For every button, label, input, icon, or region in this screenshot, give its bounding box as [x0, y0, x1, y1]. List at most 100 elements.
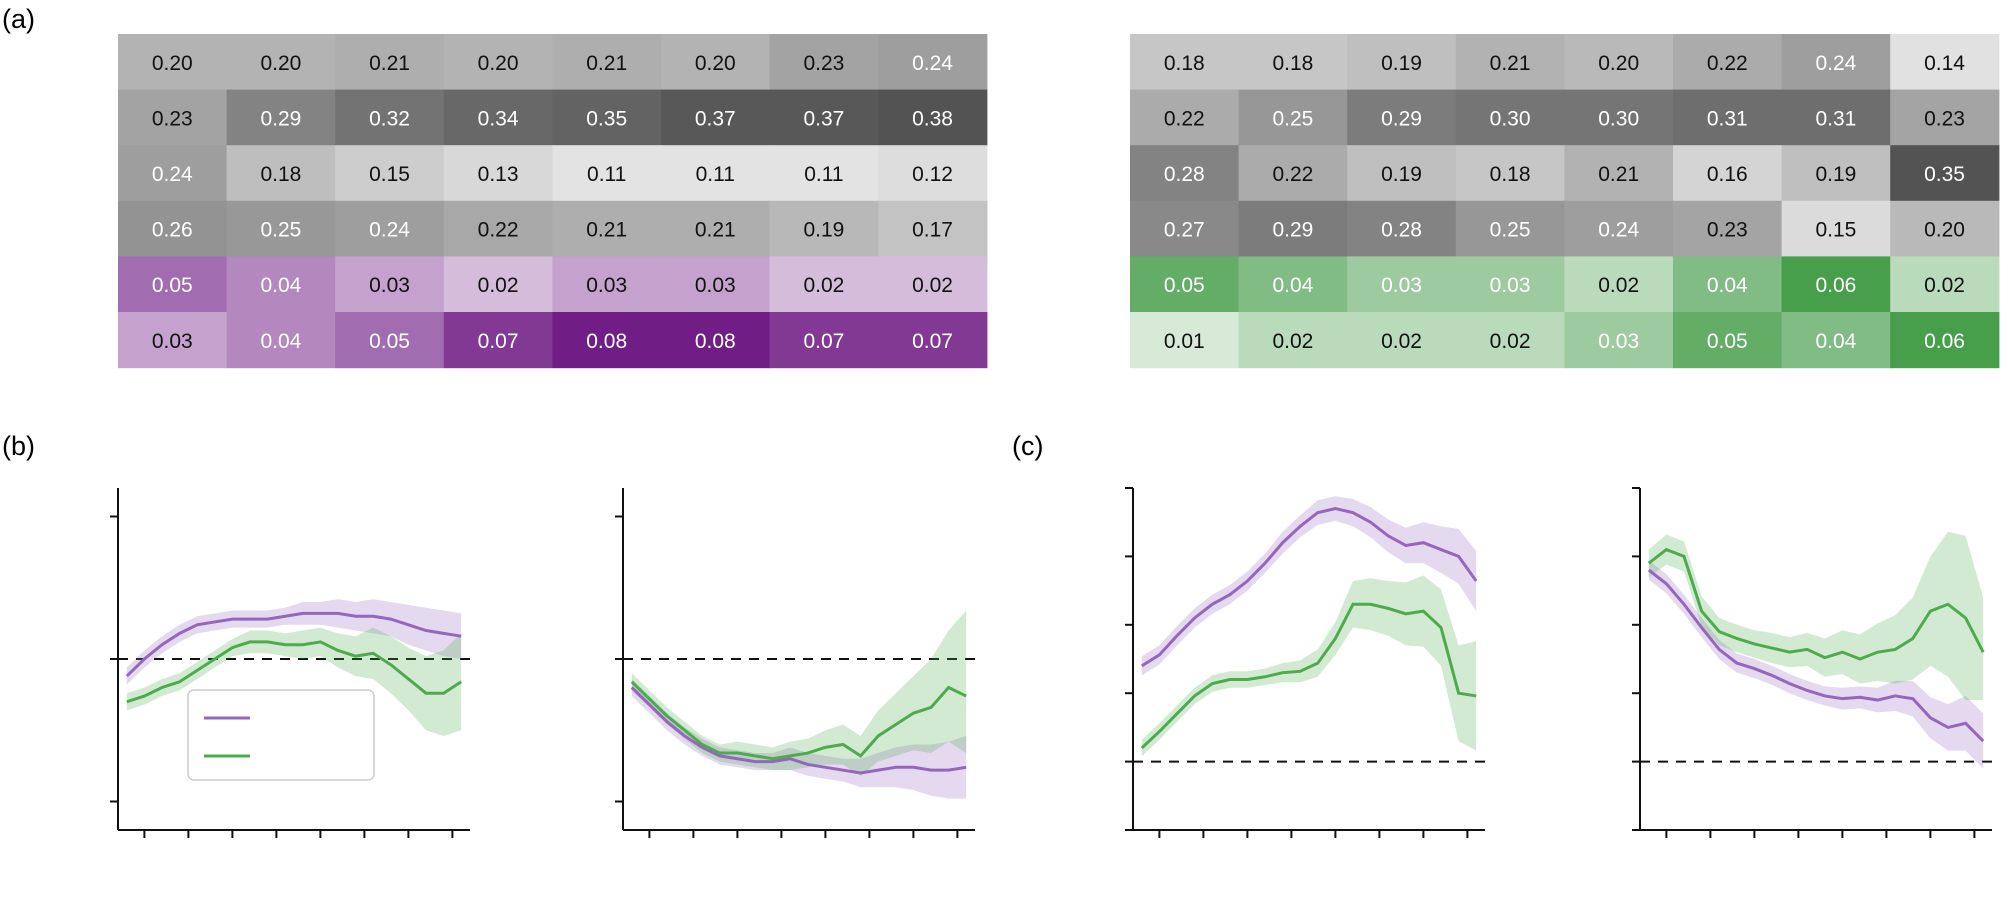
heatmap-cell: [1673, 200, 1783, 257]
series-line-female: [1647, 547, 1985, 661]
heatmap-cell: [226, 89, 336, 146]
heatmap-cell: [1130, 312, 1240, 369]
heatmap-cell: [878, 200, 988, 257]
heatmap-cell: [335, 200, 445, 257]
cell-value: 0.21: [586, 219, 627, 242]
heatmap-cell: [1564, 312, 1674, 369]
cell-value: 0.24: [152, 163, 193, 186]
heatmap-cell: [226, 312, 336, 369]
heatmap-cell: [335, 256, 445, 313]
cell-value: 0.23: [1707, 219, 1748, 242]
heatmap-cell: [1673, 256, 1783, 313]
heatmap-cell: [226, 256, 336, 313]
series-line-female: [126, 640, 463, 704]
cell-value: 0.11: [696, 163, 735, 186]
heatmap-cell: [1781, 256, 1891, 313]
cell-value: 0.20: [1598, 52, 1639, 75]
cell-value: 0.14: [1924, 52, 1965, 75]
heatmap-cell: [1130, 256, 1240, 313]
heatmap-cell: [1890, 34, 2000, 91]
cell-value: 0.05: [1164, 274, 1205, 297]
heatmap-cell: [1564, 256, 1674, 313]
heatmap-cell: [1455, 145, 1565, 202]
cell-value: 0.23: [152, 107, 193, 130]
heatmap-cell: [1564, 145, 1674, 202]
heatmap-cell: [661, 200, 771, 257]
heatmap-cell: [552, 312, 662, 369]
heatmap-cell: [1564, 200, 1674, 257]
confidence-band-male: [126, 599, 462, 685]
chart-c-journal-prestige: [1632, 487, 1992, 838]
heatmap-cell: [878, 312, 988, 369]
heatmap-cell: [1455, 34, 1565, 91]
heatmap-cell: [1347, 312, 1457, 369]
cell-value: 0.04: [260, 274, 301, 297]
confidence-band-female: [1648, 531, 1984, 701]
heatmap-cell: [661, 89, 771, 146]
heatmap-cell: [661, 145, 771, 202]
cell-value: 0.25: [1490, 219, 1531, 242]
heatmap-cell: [1455, 312, 1565, 369]
cell-value: 0.01: [1164, 330, 1205, 353]
heatmap-cell: [118, 34, 228, 91]
cell-value: 0.21: [369, 52, 410, 75]
panel-label-b: (b): [2, 431, 35, 461]
heatmap-cell: [552, 89, 662, 146]
cell-value: 0.03: [695, 274, 736, 297]
heatmap-cell: [1130, 34, 1240, 91]
heatmap-cell: [1890, 89, 2000, 146]
cell-value: 0.24: [1815, 52, 1856, 75]
panel-label-c: (c): [1012, 431, 1043, 461]
cell-value: 0.30: [1490, 107, 1531, 130]
cell-value: 0.31: [1815, 107, 1856, 130]
heatmap-cell: [1564, 89, 1674, 146]
heatmap-cell: [661, 256, 771, 313]
cell-value: 0.18: [260, 163, 301, 186]
heatmap-cell: [1781, 145, 1891, 202]
heatmap-cell: [1673, 89, 1783, 146]
heatmap-cell: [1564, 34, 1674, 91]
cell-value: 0.29: [260, 107, 301, 130]
heatmap-female: 0.18 0.18 0.19 0.21 0.20 0.22 0.24 0.14 0.22 0.25…: [1130, 34, 2000, 369]
heatmap-cell: [118, 256, 228, 313]
heatmap-cell: [1890, 256, 2000, 313]
cell-value: 0.04: [1815, 330, 1856, 353]
heatmap-cell: [878, 256, 988, 313]
heatmap-cell: [1673, 145, 1783, 202]
cell-value: 0.15: [1815, 219, 1856, 242]
cell-value: 0.05: [1707, 330, 1748, 353]
cell-value: 0.15: [369, 163, 410, 186]
cell-value: 0.02: [478, 274, 519, 297]
heatmap-cell: [1130, 200, 1240, 257]
heatmap-cell: [661, 312, 771, 369]
cell-value: 0.02: [1381, 330, 1422, 353]
heatmap-cell: [1781, 312, 1891, 369]
cell-value: 0.29: [1381, 107, 1422, 130]
heatmap-male: 0.20 0.20 0.21 0.20 0.21 0.20 0.23 0.24 0.23 0.29…: [118, 34, 988, 369]
heatmap-cell: [1455, 256, 1565, 313]
heatmap-cell: [118, 200, 228, 257]
heatmap-cell: [1130, 145, 1240, 202]
heatmap-cell: [552, 256, 662, 313]
cell-value: 0.20: [152, 52, 193, 75]
panel-label-a: (a): [2, 4, 35, 34]
cell-value: 0.13: [478, 163, 519, 186]
cell-value: 0.03: [586, 274, 627, 297]
heatmap-cell: [1238, 34, 1348, 91]
heatmap-cell: [769, 89, 879, 146]
heatmap-cell: [1238, 312, 1348, 369]
heatmap-cell: [1238, 256, 1348, 313]
heatmap-cell: [878, 89, 988, 146]
cell-value: 0.17: [912, 219, 953, 242]
cell-value: 0.03: [1598, 330, 1639, 353]
cell-value: 0.22: [1164, 107, 1205, 130]
cell-value: 0.31: [1707, 107, 1748, 130]
cell-value: 0.07: [803, 330, 844, 353]
cell-value: 0.18: [1490, 163, 1531, 186]
heatmap-cell: [335, 312, 445, 369]
heatmap-cell: [1347, 256, 1457, 313]
chart-c-productivity: [1125, 487, 1485, 838]
heatmap-cell: [226, 200, 336, 257]
cell-value: 0.03: [1490, 274, 1531, 297]
